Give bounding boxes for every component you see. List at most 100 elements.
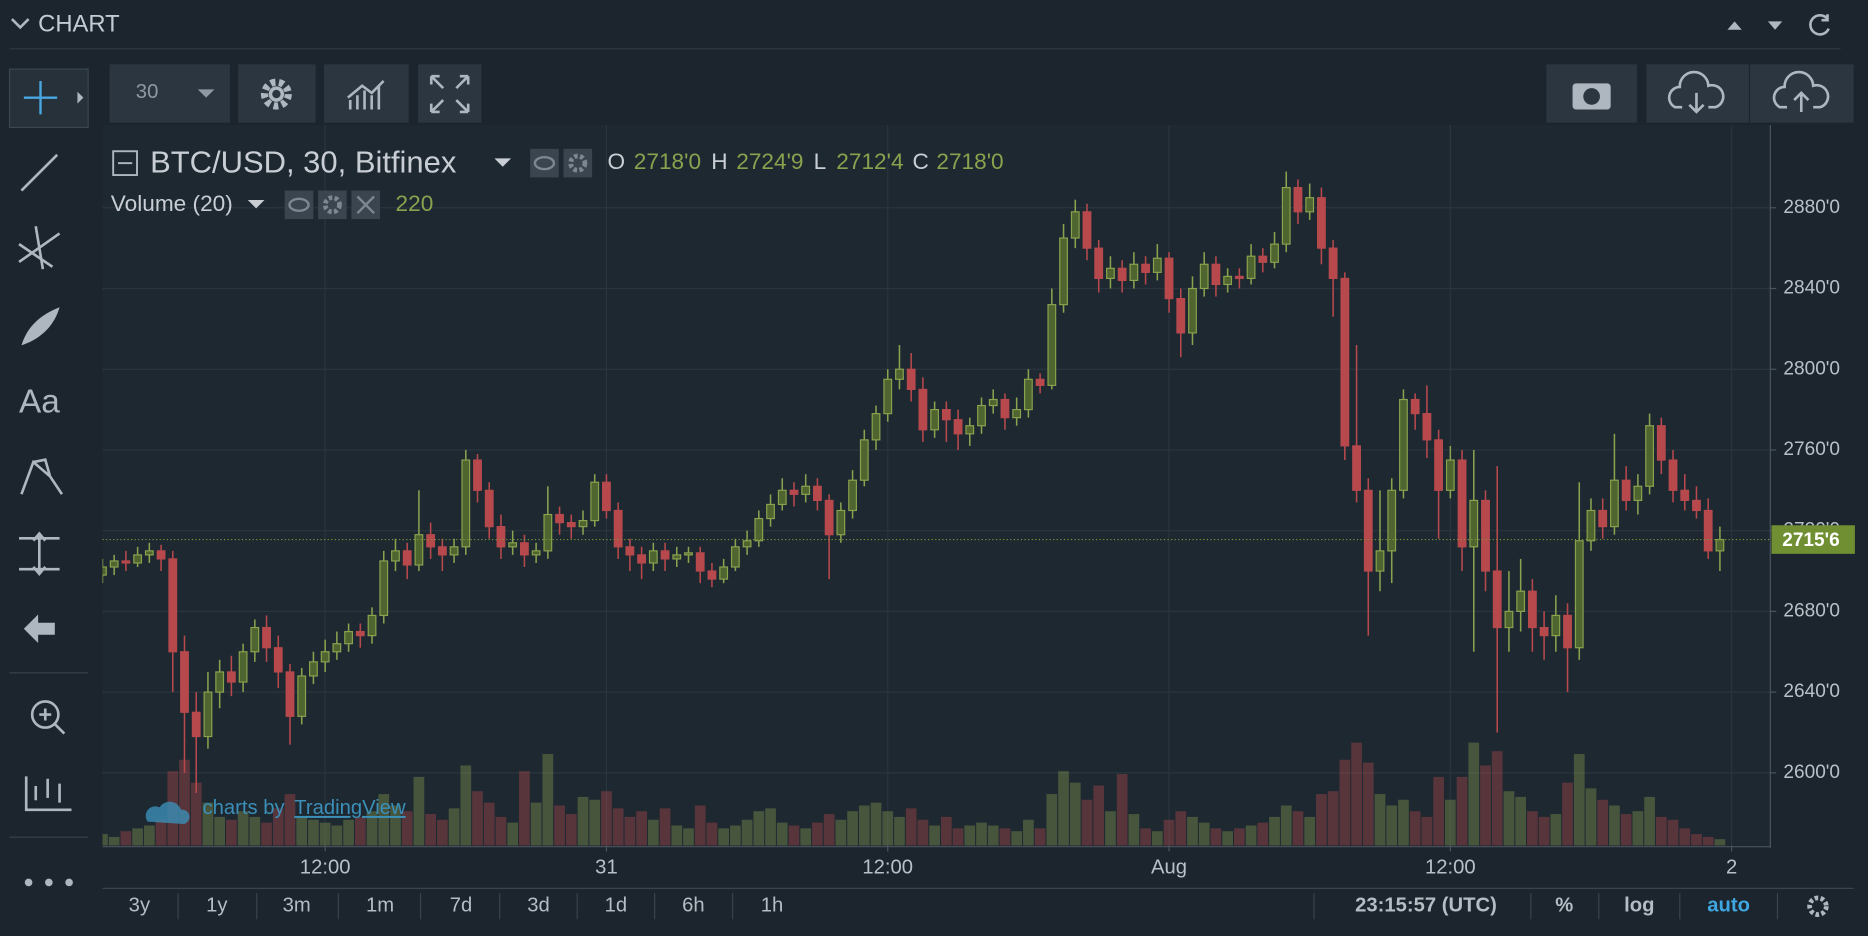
candle-body <box>496 526 506 548</box>
brush-tool[interactable] <box>21 307 60 346</box>
settings-button[interactable] <box>238 64 316 123</box>
volume-bar <box>1280 805 1292 846</box>
range-button[interactable]: 1m <box>366 895 394 917</box>
measure-tool[interactable] <box>19 531 60 577</box>
y-tick-label: 2880'0 <box>1783 197 1840 218</box>
candle-body <box>273 647 283 673</box>
volume-bar <box>272 808 284 846</box>
volume-bar <box>1527 811 1538 846</box>
interval-button[interactable] <box>109 64 230 123</box>
volume-bar <box>1058 771 1069 846</box>
candle-body <box>1457 459 1467 548</box>
y-tick-label: 2680'0 <box>1783 600 1840 621</box>
candle-body <box>648 550 658 564</box>
symbol-dropdown[interactable] <box>494 158 512 167</box>
back-tool[interactable] <box>23 614 55 644</box>
log-toggle[interactable]: log <box>1624 895 1654 917</box>
volume-bar <box>858 805 870 846</box>
range-button[interactable]: 1y <box>206 895 228 917</box>
ohlc-key: H <box>711 149 727 174</box>
candle-body <box>637 554 647 564</box>
volume-bar <box>1198 822 1210 846</box>
volume-bar <box>718 828 730 846</box>
volume-bar <box>448 808 460 846</box>
candle-body <box>414 534 424 566</box>
volume-bar <box>882 811 894 846</box>
range-button[interactable]: 1h <box>761 895 784 917</box>
x-tick-label: Aug <box>1151 856 1187 878</box>
volume-settings-button[interactable] <box>318 190 347 220</box>
chart-properties-tool[interactable] <box>24 776 72 812</box>
collapse-legend[interactable] <box>112 150 138 177</box>
more-dot[interactable] <box>24 878 33 887</box>
candle-body <box>1410 398 1420 415</box>
candle-body <box>473 459 482 491</box>
fullscreen-button[interactable] <box>418 64 482 123</box>
volume-bar <box>1667 819 1679 846</box>
candle-body <box>1692 499 1701 512</box>
indicators-button[interactable] <box>324 64 409 123</box>
volume-bar <box>776 822 788 846</box>
volume-bar <box>1691 834 1702 846</box>
candle-body <box>531 550 541 556</box>
volume-bar <box>1069 782 1081 846</box>
more-dot[interactable] <box>45 878 53 887</box>
pitchfork-tool[interactable] <box>18 226 61 270</box>
candle-body <box>1715 538 1725 552</box>
range-button[interactable]: 1d <box>605 895 628 917</box>
text-tool[interactable]: Aa <box>19 384 60 421</box>
range-button[interactable]: 3y <box>129 895 151 917</box>
range-button[interactable]: 7d <box>450 895 473 917</box>
volume-bar <box>1222 831 1234 846</box>
crosshair-tool[interactable] <box>8 68 89 129</box>
series-settings-button[interactable] <box>563 148 593 178</box>
range-button[interactable]: 6h <box>682 895 705 917</box>
y-tick-label: 2600'0 <box>1783 762 1840 783</box>
up-button[interactable] <box>1727 21 1742 30</box>
candle-body <box>801 485 811 495</box>
candle-body <box>1598 509 1608 528</box>
collapse-icon[interactable] <box>10 18 30 30</box>
pattern-tool[interactable] <box>20 458 64 495</box>
candle-body <box>1234 275 1244 280</box>
candle-body <box>1199 263 1209 290</box>
candle-body <box>1293 187 1303 213</box>
volume-bar <box>788 825 800 846</box>
volume-bar <box>1292 811 1304 846</box>
auto-toggle[interactable]: auto <box>1707 895 1750 917</box>
volume-bar <box>425 814 436 846</box>
candle-body <box>484 489 494 528</box>
axis-settings-button[interactable] <box>1807 895 1829 917</box>
percent-toggle[interactable]: % <box>1555 895 1573 917</box>
eye-icon <box>533 156 556 171</box>
volume-bar <box>1468 742 1480 846</box>
volume-bar <box>1655 816 1667 846</box>
candle-body <box>859 439 869 481</box>
candle-body <box>367 614 377 637</box>
range-button[interactable]: 3d <box>527 895 550 917</box>
volume-bar <box>940 816 952 846</box>
candle-body <box>1375 550 1385 572</box>
volume-bar <box>1269 816 1280 846</box>
volume-bar <box>601 791 612 846</box>
volume-study-value: 220 <box>396 191 434 216</box>
volume-bar <box>624 816 636 846</box>
volume-bar <box>1597 799 1609 846</box>
volume-bar <box>1573 754 1585 846</box>
volume-dropdown[interactable] <box>247 200 265 209</box>
more-dot[interactable] <box>65 878 73 887</box>
refresh-button[interactable] <box>1809 14 1830 36</box>
zoom-tool[interactable] <box>30 700 60 729</box>
candle-body <box>1481 499 1490 572</box>
trendline-tool[interactable] <box>20 153 59 192</box>
volume-bar <box>905 808 917 846</box>
down-button[interactable] <box>1767 21 1783 30</box>
range-button[interactable]: 3m <box>283 895 311 917</box>
candle-body <box>1621 479 1631 501</box>
expand-arrow[interactable] <box>77 91 84 104</box>
volume-bar <box>835 819 847 846</box>
candle-body <box>1352 445 1361 491</box>
candle-body <box>156 550 166 560</box>
candle-body <box>1152 257 1162 273</box>
watermark-brand[interactable]: TradingView <box>294 797 406 819</box>
